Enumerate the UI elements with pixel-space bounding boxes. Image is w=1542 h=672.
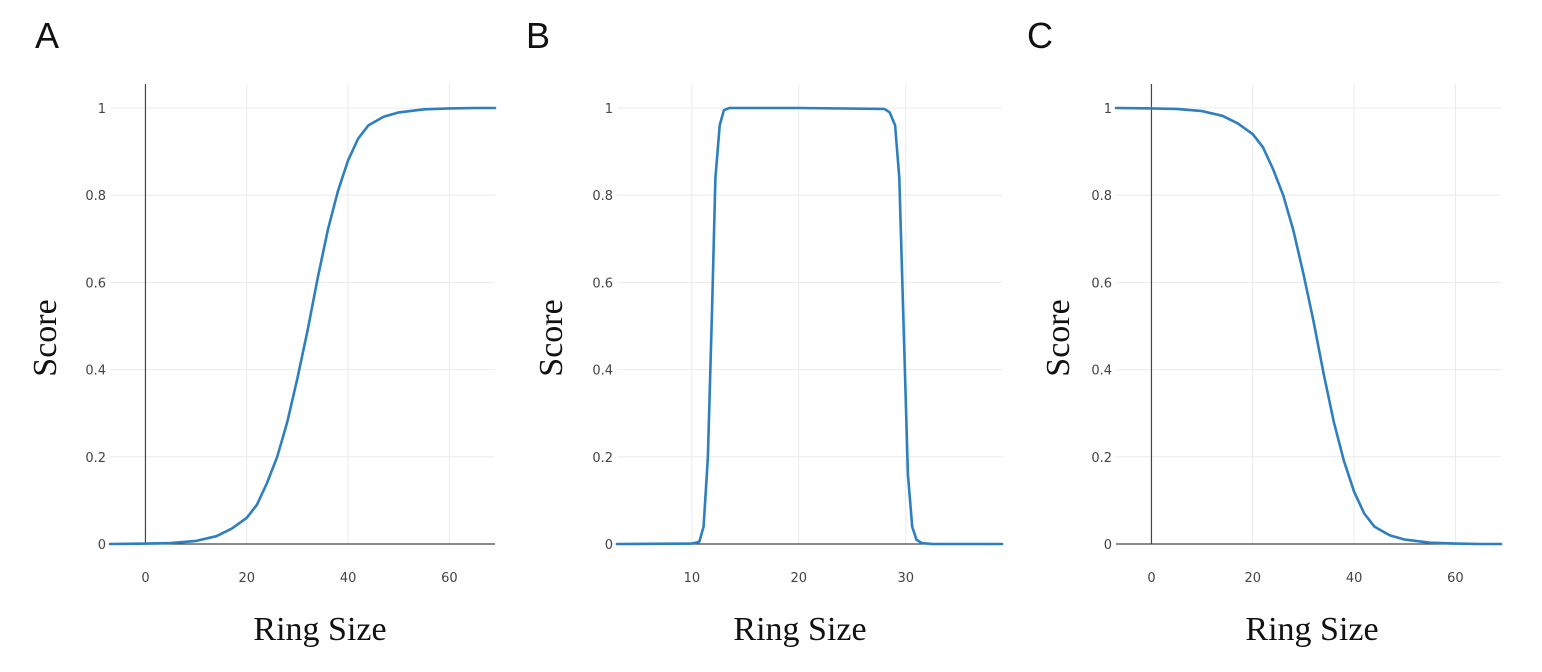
x-tick-label: 0: [1147, 571, 1155, 586]
y-tick-label: 0.6: [592, 276, 613, 291]
y-tick-label: 0: [1104, 538, 1112, 553]
y-tick-label: 0: [98, 538, 106, 553]
x-tick-label: 10: [684, 571, 701, 586]
x-axis-title: Ring Size: [1245, 611, 1378, 648]
y-tick-label: 0.8: [85, 189, 106, 204]
y-tick-label: 0.6: [85, 276, 106, 291]
y-tick-label: 0.6: [1091, 276, 1112, 291]
y-tick-label: 0.4: [85, 364, 106, 379]
x-tick-label: 20: [1245, 571, 1262, 586]
panel-a: A 0 0.2 0.4 0.6 0.8 1 0 20 40 60 Ring Size Score: [27, 15, 497, 648]
y-axis-title: Score: [1040, 299, 1077, 376]
x-axis-title: Ring Size: [253, 611, 386, 648]
x-tick-label: 20: [791, 571, 808, 586]
x-tick-label: 0: [141, 571, 149, 586]
x-tick-label: 20: [239, 571, 256, 586]
y-tick-label: 0.4: [592, 364, 613, 379]
y-tick-label: 0.8: [592, 189, 613, 204]
y-tick-label: 0.2: [85, 451, 106, 466]
x-tick-label: 60: [441, 571, 458, 586]
score-curve: [1114, 106, 1503, 546]
panel-letter: B: [526, 15, 550, 56]
y-tick-label: 1: [1104, 102, 1112, 117]
y-axis-title: Score: [533, 299, 570, 376]
panel-letter: C: [1027, 15, 1053, 56]
score-curve: [615, 106, 1004, 546]
y-tick-label: 1: [98, 102, 106, 117]
y-tick-label: 0.2: [592, 451, 613, 466]
score-curve: [108, 106, 497, 546]
x-tick-label: 40: [340, 571, 357, 586]
x-axis-title: Ring Size: [733, 611, 866, 648]
y-tick-label: 0: [605, 538, 613, 553]
panel-b: B 0 0.2 0.4 0.6 0.8 1 10 20 30 Ring Size Score: [526, 15, 1004, 648]
panel-letter: A: [35, 15, 59, 56]
y-tick-label: 0.8: [1091, 189, 1112, 204]
y-tick-label: 0.4: [1091, 364, 1112, 379]
panel-c: C 0 0.2 0.4 0.6 0.8 1 0 20 40 60 Ring Size Score: [1027, 15, 1503, 648]
x-tick-label: 40: [1346, 571, 1363, 586]
y-tick-label: 1: [605, 102, 613, 117]
y-axis-title: Score: [27, 299, 64, 376]
y-tick-label: 0.2: [1091, 451, 1112, 466]
x-tick-label: 60: [1447, 571, 1464, 586]
x-tick-label: 30: [897, 571, 914, 586]
